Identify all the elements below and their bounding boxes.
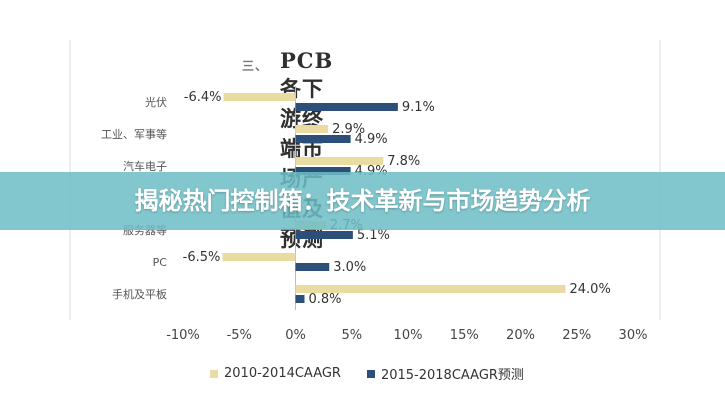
x-tick-label: 10% [394,328,423,343]
data-label: -6.4% [184,90,222,105]
legend-swatch-series-1 [210,369,218,378]
category-label: 工业、军事等 [101,127,167,141]
bar-series-1 [295,125,329,133]
bar-series-2 [295,231,353,239]
chart-legend: 2010-2014CAAGR 2015-2018CAAGR预测 [210,364,550,383]
category-label: 手机及平板 [112,287,167,301]
x-tick-label: 0% [285,328,306,343]
x-tick-label: -5% [227,328,252,343]
chart-title-number: 三、 [242,59,269,73]
category-label: 汽车电子 [123,159,167,173]
overlay-banner-text: 揭秘热门控制箱：技术革新与市场趋势分析 [134,187,591,215]
legend-swatch-series-2 [366,369,375,378]
x-tick-label: 30% [619,328,648,343]
bar-series-2 [295,263,330,271]
x-tick-label: 20% [506,328,535,343]
data-label: 9.1% [402,100,435,115]
bar-series-1 [223,93,296,101]
legend-label-series-2: 2015-2018CAAGR预测 [380,368,524,383]
data-label: 24.0% [570,282,611,297]
data-label: 2.9% [332,122,365,137]
overlay-banner [0,172,725,230]
category-label: 光伏 [145,95,167,109]
data-label: 0.8% [309,292,342,307]
bar-series-2 [295,135,351,143]
bar-series-1 [295,157,384,165]
bar-series-2 [295,295,305,303]
x-tick-label: 15% [450,328,479,343]
data-label: 7.8% [387,154,420,169]
data-label: 3.0% [333,260,366,275]
category-label: PC [153,256,168,269]
bar-series-2 [295,103,398,111]
bar-series-1 [295,285,566,293]
legend-item-series-2: 2015-2018CAAGR预测 [366,364,524,383]
bar-series-2 [295,167,351,175]
data-label: -6.5% [183,250,221,265]
legend-item-series-1: 2010-2014CAAGR [210,366,341,381]
data-label: 4.9% [355,132,388,147]
x-tick-label: 25% [562,328,591,343]
data-label: 5.1% [357,228,390,243]
x-tick-label: 5% [341,328,362,343]
bar-series-1 [222,253,296,261]
legend-label-series-1: 2010-2014CAAGR [224,366,341,381]
x-tick-label: -10% [166,328,200,343]
